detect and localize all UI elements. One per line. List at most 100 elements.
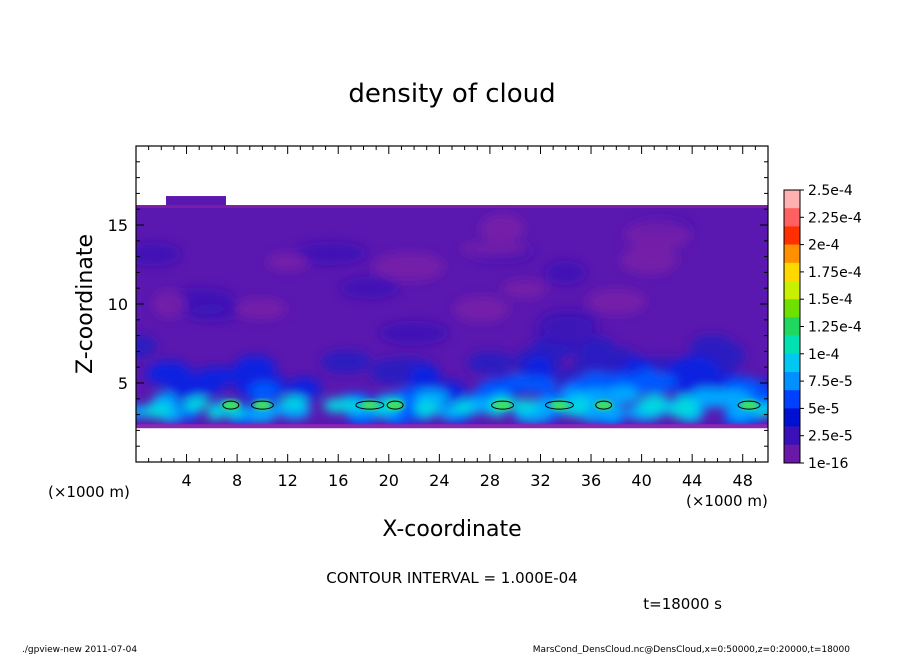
density-blob-4: [279, 396, 308, 409]
density-blob-0: [136, 335, 157, 358]
time-text: t=18000 s: [643, 595, 722, 613]
density-blob-3: [246, 405, 277, 423]
density-blob-1: [408, 364, 441, 393]
colorbar-label: 1e-4: [808, 347, 840, 363]
peak-core: [360, 400, 379, 411]
peak-core: [740, 400, 759, 411]
density-blob-1: [523, 355, 554, 384]
x-tick-label: 24: [429, 471, 449, 490]
colorbar-label: 5e-5: [808, 401, 839, 417]
peak-core: [493, 400, 512, 411]
upper-swirl: [453, 295, 510, 323]
colorbar-label: 2.5e-5: [808, 429, 853, 445]
contour-1.0e-4: [595, 400, 613, 410]
colorbar-label: 2.25e-4: [808, 210, 862, 226]
y-axis-label: Z-coordinate: [73, 234, 98, 374]
density-blob-1: [677, 367, 716, 392]
density-blob-3: [605, 385, 641, 404]
upper-swirl: [460, 241, 530, 257]
x-unit-right: (×1000 m): [686, 492, 768, 510]
density-blob-3: [727, 405, 751, 421]
upper-swirl: [620, 245, 678, 275]
upper-swirl: [480, 213, 525, 244]
contour-1.0e-4: [386, 400, 404, 410]
colorbar-swatch: [784, 317, 800, 336]
colorbar-label: 1.25e-4: [808, 320, 862, 336]
footer-left: ./gpview-new 2011-07-04: [22, 645, 137, 654]
contour-interval-text: CONTOUR INTERVAL = 1.000E-04: [326, 569, 577, 587]
footer-right: MarsCond_DensCloud.nc@DensCloud,x=0:5000…: [533, 645, 850, 654]
density-blob-4: [637, 399, 666, 415]
density-blob-4: [153, 405, 173, 416]
density-blob-1: [287, 377, 322, 402]
upper-swirl: [373, 252, 445, 282]
cloud-top-edge: [136, 205, 768, 209]
clear-below: [136, 427, 768, 462]
cloud-base-edge: [136, 424, 768, 429]
contour-1.0e-4: [355, 400, 385, 410]
density-variations: [136, 213, 768, 427]
x-tick-label: 20: [379, 471, 399, 490]
x-unit-left: (×1000 m): [48, 483, 130, 501]
contour-1.0e-4: [222, 400, 240, 410]
colorbar-swatch: [784, 281, 800, 300]
colorbar-swatch: [784, 426, 800, 446]
peak-core: [253, 400, 272, 411]
x-tick-label: 4: [181, 471, 191, 490]
x-tick-label: 12: [278, 471, 298, 490]
density-blob-1: [193, 367, 244, 385]
density-blob-4: [188, 396, 210, 409]
colorbar-label: 2e-4: [808, 238, 840, 254]
density-blob-2: [249, 382, 279, 402]
density-blob-0: [467, 351, 514, 375]
density-blob-0: [320, 350, 372, 374]
density-blob-0: [579, 336, 615, 361]
x-axis-label: X-coordinate: [382, 517, 521, 542]
density-blob-1: [146, 361, 192, 387]
colorbar-swatch: [784, 226, 800, 245]
x-tick-label: 28: [480, 471, 500, 490]
colorbar-label: 1.75e-4: [808, 265, 862, 281]
y-tick-label: 15: [108, 216, 128, 235]
upper-swirl: [624, 220, 691, 250]
contour-lines: [222, 400, 761, 410]
upper-swirl: [136, 242, 182, 267]
density-blob-4: [206, 404, 224, 421]
colorbar-swatch: [784, 390, 800, 409]
colorbar-swatch: [784, 190, 800, 209]
density-blob-4: [570, 397, 591, 410]
colorbar-swatch: [784, 408, 800, 427]
upper-swirl: [544, 260, 587, 285]
colorbar-swatch: [784, 299, 800, 318]
peak-core: [386, 400, 405, 411]
upper-swirl: [586, 288, 647, 315]
colorbar: 2.5e-4 2.25e-4 2e-4 1.75e-4 1.5e-4 1.25e-4 1e-…: [783, 183, 862, 472]
colorbar-swatch: [784, 335, 800, 355]
peak-core: [221, 400, 240, 411]
x-tick-label: 16: [328, 471, 348, 490]
density-blob-4: [509, 399, 540, 413]
density-blob-0: [370, 359, 415, 385]
density-blob-4: [332, 397, 362, 413]
colorbar-swatch: [784, 372, 800, 391]
contour-1.0e-4: [491, 400, 515, 410]
x-tick-label: 48: [733, 471, 753, 490]
colorbar-label: 2.5e-4: [808, 183, 853, 199]
y-tick-label: 10: [108, 295, 128, 314]
contour-1.0e-4: [544, 400, 574, 410]
chart-title: density of cloud: [348, 79, 555, 109]
colorbar-swatch: [784, 262, 800, 282]
colorbar-swatch: [784, 444, 800, 464]
density-blob-2: [504, 374, 533, 390]
contour-1.0e-4: [250, 400, 274, 410]
colorbar-label: 7.5e-5: [808, 374, 853, 390]
density-blob-4: [414, 400, 439, 416]
colorbar-swatch: [784, 353, 800, 373]
colorbar-swatch: [784, 208, 800, 227]
peak-core: [550, 400, 569, 411]
colorbar-swatch: [784, 244, 800, 264]
x-tick-label: 44: [682, 471, 702, 490]
x-tick-label: 32: [530, 471, 550, 490]
